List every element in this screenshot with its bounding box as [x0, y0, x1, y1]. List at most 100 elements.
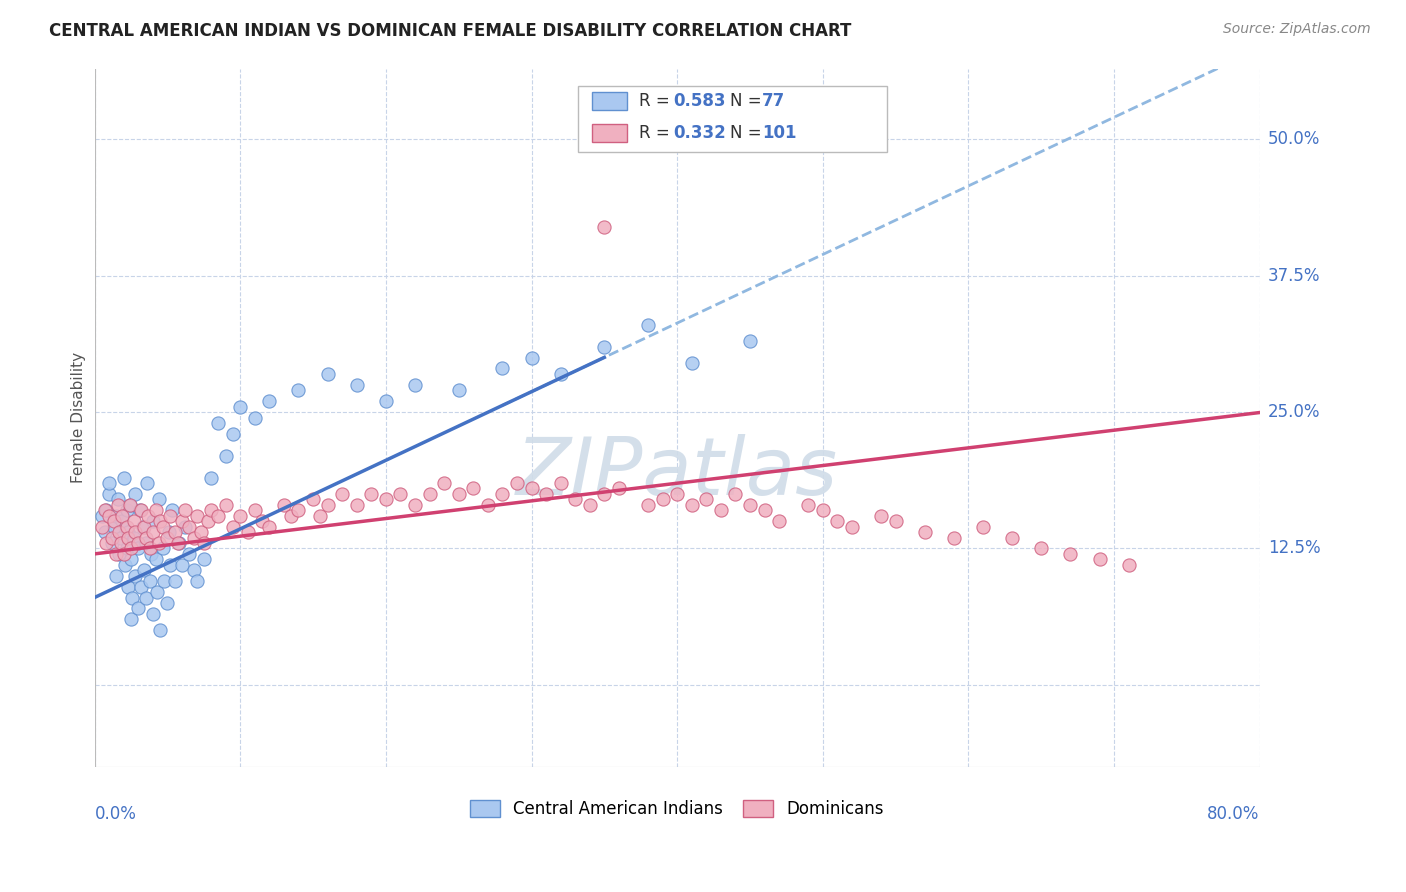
Point — [433, 475, 456, 490]
Point — [447, 384, 470, 398]
Point — [360, 487, 382, 501]
Point — [166, 536, 188, 550]
Point — [117, 524, 139, 539]
Point — [132, 563, 155, 577]
Point — [287, 503, 309, 517]
Point — [124, 568, 146, 582]
Point — [108, 524, 131, 539]
Text: 0.583: 0.583 — [673, 93, 725, 111]
Point — [593, 219, 616, 234]
Point — [193, 536, 215, 550]
Point — [107, 492, 129, 507]
Point — [90, 508, 112, 523]
Point — [120, 552, 142, 566]
Point — [152, 519, 174, 533]
Point — [183, 531, 205, 545]
Point — [118, 498, 141, 512]
Point — [389, 487, 412, 501]
Point — [115, 503, 138, 517]
Text: 50.0%: 50.0% — [1268, 130, 1320, 148]
Text: R =: R = — [638, 125, 675, 143]
Point — [142, 514, 165, 528]
Point — [124, 524, 146, 539]
Point — [534, 487, 557, 501]
Point — [222, 426, 245, 441]
Legend: Central American Indians, Dominicans: Central American Indians, Dominicans — [464, 793, 891, 824]
Point — [115, 519, 138, 533]
Point — [142, 607, 165, 621]
Point — [111, 508, 134, 523]
Point — [138, 508, 160, 523]
Point — [593, 487, 616, 501]
Point — [666, 487, 689, 501]
Point — [186, 508, 208, 523]
Text: R =: R = — [638, 93, 675, 111]
Point — [135, 536, 157, 550]
Point — [108, 547, 131, 561]
Point — [754, 503, 776, 517]
Point — [520, 482, 543, 496]
Point — [98, 508, 121, 523]
Point — [96, 536, 118, 550]
Point — [136, 475, 159, 490]
Point — [214, 449, 236, 463]
Point — [207, 508, 229, 523]
Point — [491, 361, 513, 376]
Point — [186, 574, 208, 589]
Point — [173, 503, 195, 517]
Point — [491, 487, 513, 501]
Point — [156, 596, 179, 610]
Text: 37.5%: 37.5% — [1268, 267, 1320, 285]
Point — [1001, 531, 1024, 545]
Point — [738, 334, 761, 349]
Point — [259, 394, 281, 409]
Point — [139, 574, 162, 589]
Point — [117, 580, 139, 594]
Point — [229, 400, 252, 414]
Point — [141, 547, 163, 561]
Point — [222, 519, 245, 533]
Point — [681, 356, 703, 370]
FancyBboxPatch shape — [592, 92, 627, 110]
Point — [200, 470, 222, 484]
Point — [884, 514, 907, 528]
Point — [841, 519, 863, 533]
Point — [142, 524, 165, 539]
Point — [103, 514, 125, 528]
Point — [214, 498, 236, 512]
Point — [128, 503, 150, 517]
Point — [149, 624, 172, 638]
Point — [811, 503, 834, 517]
Point — [157, 524, 180, 539]
Point — [914, 524, 936, 539]
Point — [374, 492, 396, 507]
Point — [163, 524, 186, 539]
Point — [200, 503, 222, 517]
Point — [681, 498, 703, 512]
Point — [550, 367, 572, 381]
Point — [695, 492, 717, 507]
Point — [280, 508, 302, 523]
Point — [170, 558, 193, 572]
Point — [167, 536, 190, 550]
Y-axis label: Female Disability: Female Disability — [72, 352, 86, 483]
Point — [197, 514, 219, 528]
Point — [1088, 552, 1111, 566]
Point — [1031, 541, 1053, 556]
Point — [738, 498, 761, 512]
Point — [110, 536, 132, 550]
Point — [120, 541, 142, 556]
Text: 0.0%: 0.0% — [94, 805, 136, 823]
Point — [107, 498, 129, 512]
Text: 77: 77 — [762, 93, 786, 111]
Point — [250, 514, 273, 528]
Text: 12.5%: 12.5% — [1268, 540, 1320, 558]
Point — [419, 487, 441, 501]
Text: 80.0%: 80.0% — [1208, 805, 1260, 823]
Point — [870, 508, 893, 523]
Point — [637, 498, 659, 512]
Point — [173, 519, 195, 533]
Point — [135, 531, 157, 545]
Point — [148, 492, 170, 507]
Text: 101: 101 — [762, 125, 797, 143]
